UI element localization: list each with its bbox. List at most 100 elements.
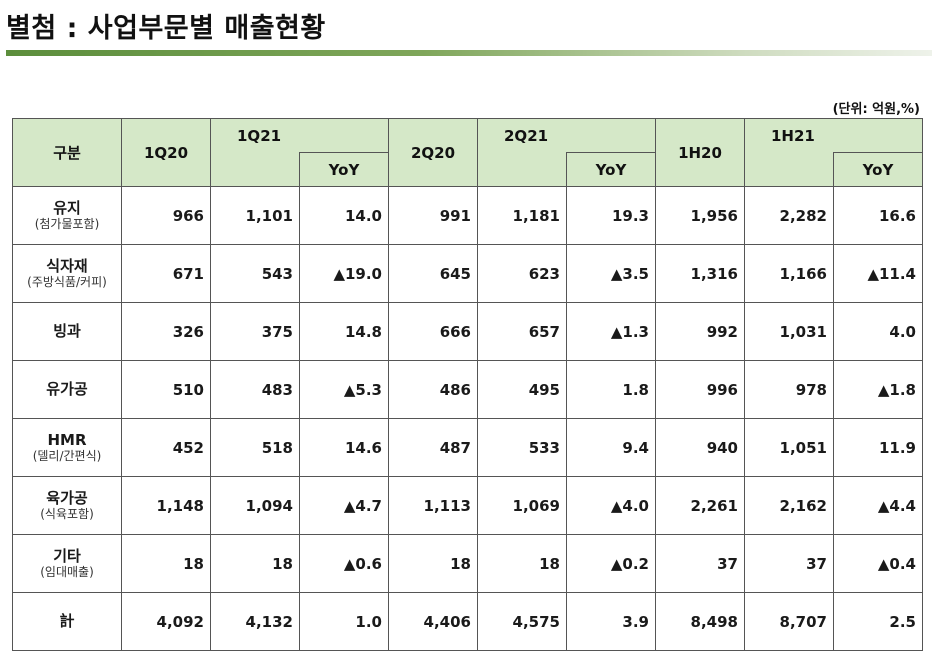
table-row: 식자재 (주방식품/커피) 671 543 ▲19.0 645 623 ▲3.5 1,316 1,… [12,244,923,303]
table-cell: 1,094 [210,476,300,535]
row-subtitle: (임대매출) [40,565,94,580]
header-period: 2Q21 [477,118,656,153]
header-spacer [477,152,567,187]
header-category: 구분 [12,118,122,187]
table-cell: 4,092 [121,592,211,651]
header-spacer [210,152,300,187]
table-cell: ▲4.4 [833,476,923,535]
row-label: 육가공 (식육포함) [12,476,122,535]
table-cell: 37 [655,534,745,593]
row-label: 빙과 [12,302,122,361]
table-cell: 4,575 [477,592,567,651]
table-cell: 1,166 [744,244,834,303]
table-cell: ▲19.0 [299,244,389,303]
table-cell: 326 [121,302,211,361]
table-row: 기타 (임대매출) 18 18 ▲0.6 18 18 ▲0.2 37 37 ▲0.4 [12,534,923,593]
table-cell: 2,162 [744,476,834,535]
table-cell: 1,069 [477,476,567,535]
row-name: 計 [59,612,75,631]
table-cell: 2,282 [744,186,834,245]
table-cell: 1,181 [477,186,567,245]
table-row: 빙과 326 375 14.8 666 657 ▲1.3 992 1,031 4.0 [12,302,923,361]
row-subtitle: (식육포함) [40,507,94,522]
table-cell: ▲3.5 [566,244,656,303]
row-label: 計 [12,592,122,651]
table-cell: 18 [477,534,567,593]
table-cell: ▲1.8 [833,360,923,419]
table-cell: 19.3 [566,186,656,245]
table-cell: 2.5 [833,592,923,651]
table-cell: 14.6 [299,418,389,477]
table-row: 육가공 (식육포함) 1,148 1,094 ▲4.7 1,113 1,069 ▲4.0 2,2… [12,476,923,535]
table-cell: 533 [477,418,567,477]
table-cell: 2,261 [655,476,745,535]
table-cell: 487 [388,418,478,477]
row-name: 육가공 [46,488,88,507]
table-cell: ▲0.4 [833,534,923,593]
table-cell: 1,316 [655,244,745,303]
table-cell: 4.0 [833,302,923,361]
table-cell: 1.8 [566,360,656,419]
header-period: 1H21 [744,118,923,153]
header-period: 1Q21 [210,118,389,153]
table-cell: 4,132 [210,592,300,651]
table-cell: 992 [655,302,745,361]
table-cell: 991 [388,186,478,245]
row-name: 유지 [53,198,81,217]
table-cell: 1,051 [744,418,834,477]
table-cell: 543 [210,244,300,303]
table-cell: ▲0.2 [566,534,656,593]
row-label: 식자재 (주방식품/커피) [12,244,122,303]
title-underline [6,50,932,56]
row-label: 유지 (첨가물포함) [12,186,122,245]
table-cell: 1,101 [210,186,300,245]
header-period: 1H20 [655,118,745,187]
row-subtitle: (첨가물포함) [34,217,100,232]
table-cell: 486 [388,360,478,419]
table-cell: 1,956 [655,186,745,245]
table-cell: 16.6 [833,186,923,245]
table-cell: 483 [210,360,300,419]
table-row: 計 4,092 4,132 1.0 4,406 4,575 3.9 8,498 8,707 2.5 [12,592,923,651]
table-cell: 1,113 [388,476,478,535]
sales-table: 구분 1Q20 1Q21 2Q20 2Q21 1H20 1H21 YoY YoY… [12,118,923,651]
table-cell: 1,148 [121,476,211,535]
table-cell: ▲5.3 [299,360,389,419]
row-name: 식자재 [46,256,88,275]
table-cell: 645 [388,244,478,303]
table-cell: 671 [121,244,211,303]
row-label: 유가공 [12,360,122,419]
table-cell: 510 [121,360,211,419]
row-name: 기타 [53,546,81,565]
row-name: 유가공 [46,380,88,399]
table-row: 유지 (첨가물포함) 966 1,101 14.0 991 1,181 19.3 1,956 2,… [12,186,923,245]
table-cell: 4,406 [388,592,478,651]
unit-note: (단위: 억원,%) [832,102,920,117]
table-row: HMR (델리/간편식) 452 518 14.6 487 533 9.4 940 1,051 11… [12,418,923,477]
table-cell: 657 [477,302,567,361]
table-cell: 18 [388,534,478,593]
header-yoy: YoY [299,152,389,187]
table-cell: 9.4 [566,418,656,477]
header-yoy: YoY [833,152,923,187]
table-cell: 8,498 [655,592,745,651]
header-period: 2Q20 [388,118,478,187]
table-cell: ▲0.6 [299,534,389,593]
row-subtitle: (델리/간편식) [32,449,102,464]
table-cell: 966 [121,186,211,245]
table-cell: 11.9 [833,418,923,477]
table-cell: 18 [121,534,211,593]
header-spacer [744,152,834,187]
table-cell: 37 [744,534,834,593]
page-title: 별첨 : 사업부문별 매출현황 [6,13,326,44]
row-name: HMR [47,430,87,449]
table-cell: ▲4.0 [566,476,656,535]
table-cell: 3.9 [566,592,656,651]
table-cell: 623 [477,244,567,303]
row-subtitle: (주방식품/커피) [27,275,107,290]
table-cell: 518 [210,418,300,477]
table-cell: 375 [210,302,300,361]
table-cell: 1,031 [744,302,834,361]
table-cell: 14.0 [299,186,389,245]
header-yoy: YoY [566,152,656,187]
